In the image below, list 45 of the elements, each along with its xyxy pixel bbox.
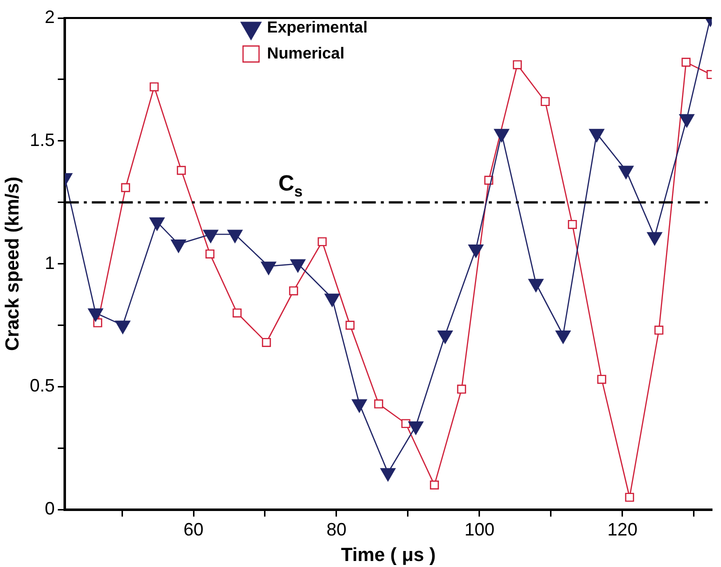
x-axis-title: Time ( μs ): [340, 544, 436, 566]
point: [227, 230, 242, 243]
point: [170, 240, 186, 253]
point: [468, 244, 484, 258]
point: [494, 128, 510, 142]
point: [346, 320, 355, 330]
point: [401, 419, 410, 428]
x-tick-label: 120: [607, 519, 638, 540]
legend-label: Numerical: [267, 45, 344, 62]
y-tick-label: 2: [44, 6, 55, 27]
point: [352, 399, 367, 413]
point: [261, 262, 276, 275]
point: [408, 421, 424, 435]
y-tick-label: 0: [44, 498, 55, 519]
point: [232, 308, 242, 318]
y-tick-label: 0.5: [30, 376, 55, 396]
x-tick-label: 80: [326, 519, 346, 540]
legend-label: Experimental: [267, 19, 368, 36]
point: [318, 237, 327, 246]
point: [654, 326, 664, 335]
point: [115, 320, 130, 334]
point: [290, 259, 306, 272]
x-tick-label: 100: [464, 519, 494, 540]
point: [374, 399, 384, 408]
point: [618, 166, 634, 179]
y-tick-label: 1.5: [30, 130, 55, 150]
point: [289, 286, 298, 296]
point: [556, 330, 571, 344]
point: [647, 232, 662, 246]
point: [625, 492, 634, 502]
y-tick-label: 1: [44, 252, 55, 273]
x-tick-label: 60: [183, 519, 204, 540]
y-axis-title: Crack speed (km/s): [2, 176, 24, 351]
point: [262, 338, 271, 347]
point: [203, 230, 218, 243]
point: [597, 374, 606, 384]
point: [150, 217, 165, 231]
point: [679, 114, 694, 128]
point: [438, 330, 453, 344]
point: [457, 384, 466, 394]
point: [88, 308, 104, 322]
point: [324, 294, 340, 307]
point: [430, 480, 439, 490]
point: [589, 128, 604, 142]
point: [528, 278, 544, 292]
